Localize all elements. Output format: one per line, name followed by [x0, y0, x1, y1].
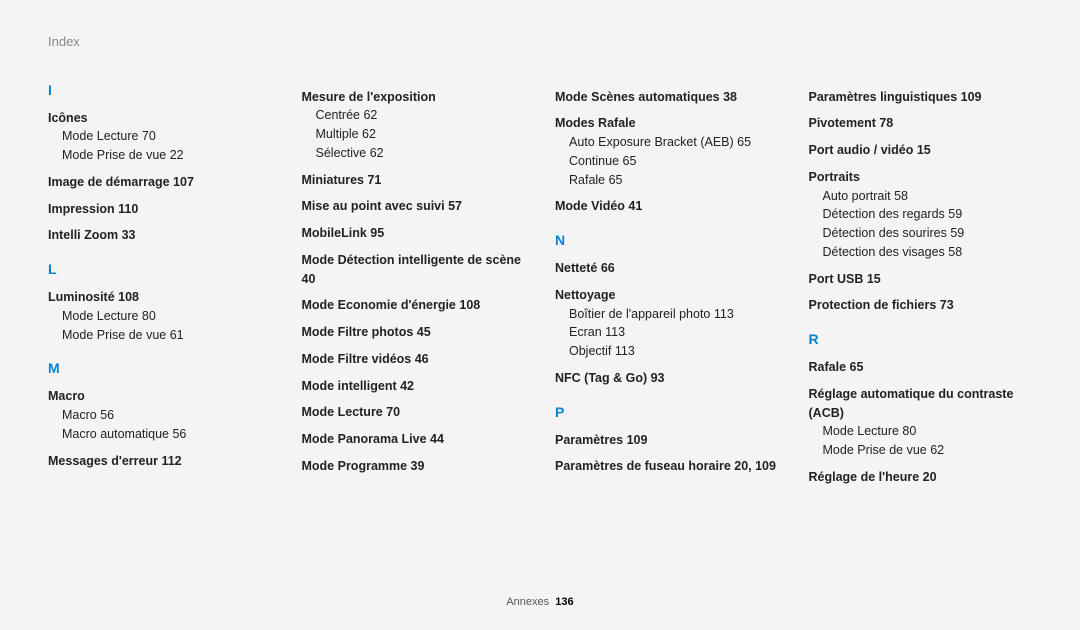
index-letter: L — [48, 259, 272, 280]
index-entry: Luminosité 108 — [48, 288, 272, 307]
index-letter: P — [555, 402, 779, 423]
footer-prefix: Annexes — [506, 596, 549, 608]
index-entry: Protection de fichiers 73 — [809, 296, 1033, 315]
index-entry: Mode Lecture 70 — [302, 403, 526, 422]
index-entry: Port audio / vidéo 15 — [809, 141, 1033, 160]
index-entry: Paramètres de fuseau horaire 20, 109 — [555, 457, 779, 476]
index-subentry: Mode Lecture 70 — [62, 127, 272, 146]
index-subentry: Mode Lecture 80 — [823, 422, 1033, 441]
index-subentry: Sélective 62 — [316, 144, 526, 163]
index-subentry: Multiple 62 — [316, 125, 526, 144]
index-entry: Mise au point avec suivi 57 — [302, 197, 526, 216]
index-subentry: Continue 65 — [569, 152, 779, 171]
index-subentry: Boîtier de l'appareil photo 113 — [569, 305, 779, 324]
footer-page-number: 136 — [555, 596, 573, 608]
page-footer: Annexes 136 — [0, 594, 1080, 611]
index-entry: Mode Vidéo 41 — [555, 197, 779, 216]
index-subentry: Ecran 113 — [569, 323, 779, 342]
index-letter: I — [48, 80, 272, 101]
index-subentry: Mode Prise de vue 22 — [62, 146, 272, 165]
index-subentry: Macro 56 — [62, 406, 272, 425]
index-entry: MobileLink 95 — [302, 224, 526, 243]
index-entry: NFC (Tag & Go) 93 — [555, 369, 779, 388]
index-subentry: Centrée 62 — [316, 106, 526, 125]
index-subentry: Détection des sourires 59 — [823, 224, 1033, 243]
index-entry: Macro — [48, 387, 272, 406]
index-entry: Image de démarrage 107 — [48, 173, 272, 192]
index-entry: Mode Détection intelligente de scène 40 — [302, 251, 526, 289]
index-entry: Mode intelligent 42 — [302, 377, 526, 396]
index-letter: R — [809, 329, 1033, 350]
index-entry: Mode Programme 39 — [302, 457, 526, 476]
index-entry: Miniatures 71 — [302, 171, 526, 190]
index-columns: IIcônesMode Lecture 70Mode Prise de vue … — [48, 80, 1032, 487]
index-subentry: Mode Lecture 80 — [62, 307, 272, 326]
index-entry: Impression 110 — [48, 200, 272, 219]
index-entry: Pivotement 78 — [809, 114, 1033, 133]
column-3: Mode Scènes automatiques 38 Modes RafaleA… — [555, 80, 779, 487]
index-subentry: Objectif 113 — [569, 342, 779, 361]
index-letter: M — [48, 358, 272, 379]
column-4: Paramètres linguistiques 109 Pivotement 7… — [809, 80, 1033, 487]
index-entry: Mode Economie d'énergie 108 — [302, 296, 526, 315]
index-entry: Mode Filtre photos 45 — [302, 323, 526, 342]
index-entry: Modes Rafale — [555, 114, 779, 133]
index-subentry: Détection des visages 58 — [823, 243, 1033, 262]
index-entry: Rafale 65 — [809, 358, 1033, 377]
column-2: Mesure de l'expositionCentrée 62Multiple… — [302, 80, 526, 487]
index-entry: Intelli Zoom 33 — [48, 226, 272, 245]
index-subentry: Macro automatique 56 — [62, 425, 272, 444]
column-1: IIcônesMode Lecture 70Mode Prise de vue … — [48, 80, 272, 487]
index-subentry: Auto Exposure Bracket (AEB) 65 — [569, 133, 779, 152]
index-entry: Paramètres 109 — [555, 431, 779, 450]
index-entry: Netteté 66 — [555, 259, 779, 278]
index-entry: Mesure de l'exposition — [302, 88, 526, 107]
index-letter: N — [555, 230, 779, 251]
index-entry: Icônes — [48, 109, 272, 128]
index-entry: Nettoyage — [555, 286, 779, 305]
index-entry: Réglage de l'heure 20 — [809, 468, 1033, 487]
index-entry: Portraits — [809, 168, 1033, 187]
index-entry: Réglage automatique du contraste (ACB) — [809, 385, 1033, 423]
index-entry: Mode Scènes automatiques 38 — [555, 88, 779, 107]
index-subentry: Auto portrait 58 — [823, 187, 1033, 206]
index-entry: Mode Filtre vidéos 46 — [302, 350, 526, 369]
page-header: Index — [48, 32, 1032, 52]
index-entry: Port USB 15 — [809, 270, 1033, 289]
index-entry: Paramètres linguistiques 109 — [809, 88, 1033, 107]
index-entry: Mode Panorama Live 44 — [302, 430, 526, 449]
index-subentry: Détection des regards 59 — [823, 205, 1033, 224]
index-entry: Messages d'erreur 112 — [48, 452, 272, 471]
index-subentry: Mode Prise de vue 61 — [62, 326, 272, 345]
index-subentry: Rafale 65 — [569, 171, 779, 190]
index-subentry: Mode Prise de vue 62 — [823, 441, 1033, 460]
